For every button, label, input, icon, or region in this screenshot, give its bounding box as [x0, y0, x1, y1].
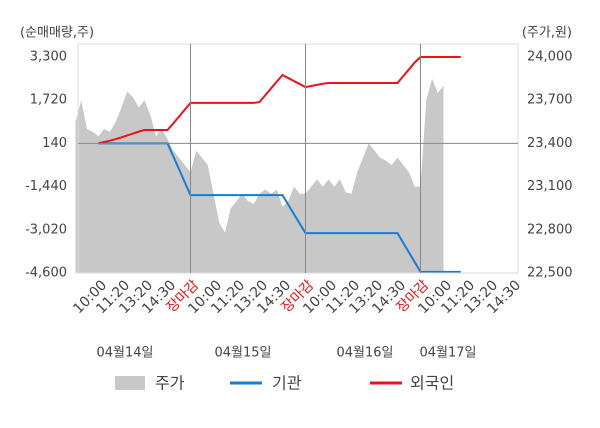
y2-tick-label: 23,100 [527, 179, 573, 194]
y2-tick-label: 23,700 [527, 93, 573, 108]
date-label: 04월15일 [214, 346, 271, 361]
legend-swatch [115, 376, 145, 390]
y2-tick-label: 23,400 [527, 136, 573, 151]
y-tick-label: 3,300 [30, 50, 67, 65]
date-label: 04월17일 [419, 346, 476, 361]
y-tick-label: -3,020 [25, 222, 67, 237]
y2-tick-label: 22,500 [527, 266, 573, 281]
date-label: 04월16일 [336, 346, 393, 361]
y-tick-label: 140 [42, 136, 67, 151]
y-tick-label: 1,720 [30, 93, 67, 108]
legend-label: 기관 [272, 374, 302, 393]
legend-label: 외국인 [410, 374, 454, 393]
y-tick-label: -4,600 [25, 266, 67, 281]
y2-tick-label: 22,800 [527, 222, 573, 237]
plot-frame [77, 43, 519, 274]
date-label: 04월14일 [96, 346, 153, 361]
y-axis-label: (순매매량,주) [20, 26, 94, 41]
legend-label: 주가 [155, 374, 185, 393]
y-tick-label: -1,440 [25, 179, 67, 194]
line-2 [98, 56, 461, 145]
y2-tick-label: 24,000 [527, 50, 573, 65]
price-area [75, 78, 444, 273]
y2-axis-label: (주가,원) [522, 26, 572, 41]
